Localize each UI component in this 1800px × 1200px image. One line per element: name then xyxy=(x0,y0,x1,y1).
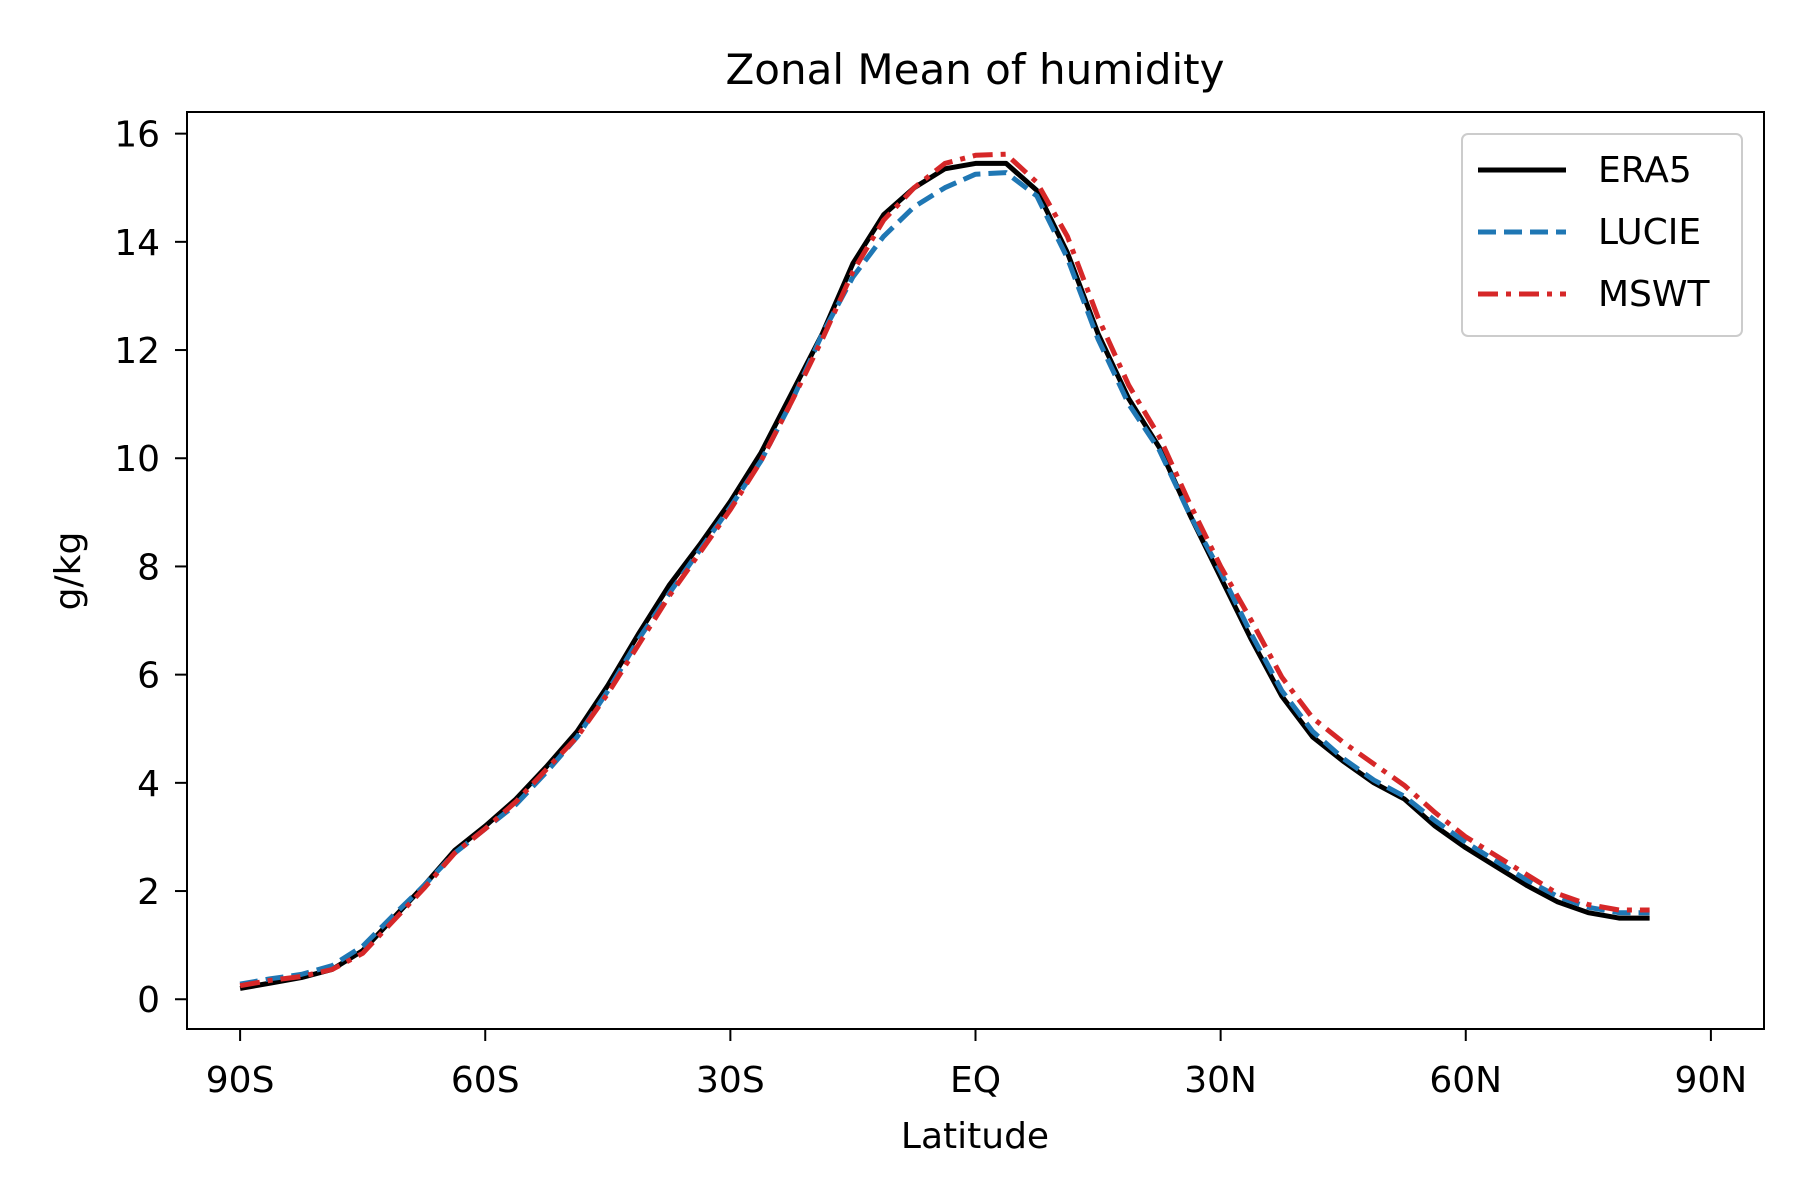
y-tick-label: 16 xyxy=(114,115,160,156)
y-tick-label: 0 xyxy=(137,980,160,1021)
y-tick-label: 12 xyxy=(114,331,160,372)
y-tick-label: 8 xyxy=(137,547,160,588)
legend-label-lucie: LUCIE xyxy=(1598,212,1701,253)
y-tick-label: 4 xyxy=(137,764,160,805)
y-tick-label: 10 xyxy=(114,439,160,480)
y-axis-ticks: 0 2 4 6 8 10 12 14 16 xyxy=(114,115,187,1021)
legend: ERA5 LUCIE MSWT xyxy=(1461,133,1743,337)
chart-title: Zonal Mean of humidity xyxy=(726,45,1225,94)
x-axis-label: Latitude xyxy=(901,1116,1049,1157)
series-line-mswt xyxy=(239,151,1650,989)
legend-label-era5: ERA5 xyxy=(1598,150,1692,191)
x-tick-label: 60N xyxy=(1429,1060,1502,1101)
y-tick-label: 2 xyxy=(137,872,160,913)
x-axis-ticks: 90S 60S 30S EQ 30N 60N 90N xyxy=(206,1029,1747,1101)
legend-box xyxy=(1461,133,1743,337)
x-tick-label: 90S xyxy=(206,1060,275,1101)
x-tick-label: 30N xyxy=(1184,1060,1257,1101)
x-tick-label: 60S xyxy=(451,1060,520,1101)
y-tick-label: 14 xyxy=(114,223,160,264)
x-tick-label: 90N xyxy=(1675,1060,1748,1101)
legend-label-mswt: MSWT xyxy=(1598,274,1711,315)
y-tick-label: 6 xyxy=(137,656,160,697)
x-tick-label: 30S xyxy=(696,1060,765,1101)
x-tick-label: EQ xyxy=(950,1060,1001,1101)
y-axis-label: g/kg xyxy=(48,532,89,611)
plot-lines xyxy=(239,151,1650,991)
